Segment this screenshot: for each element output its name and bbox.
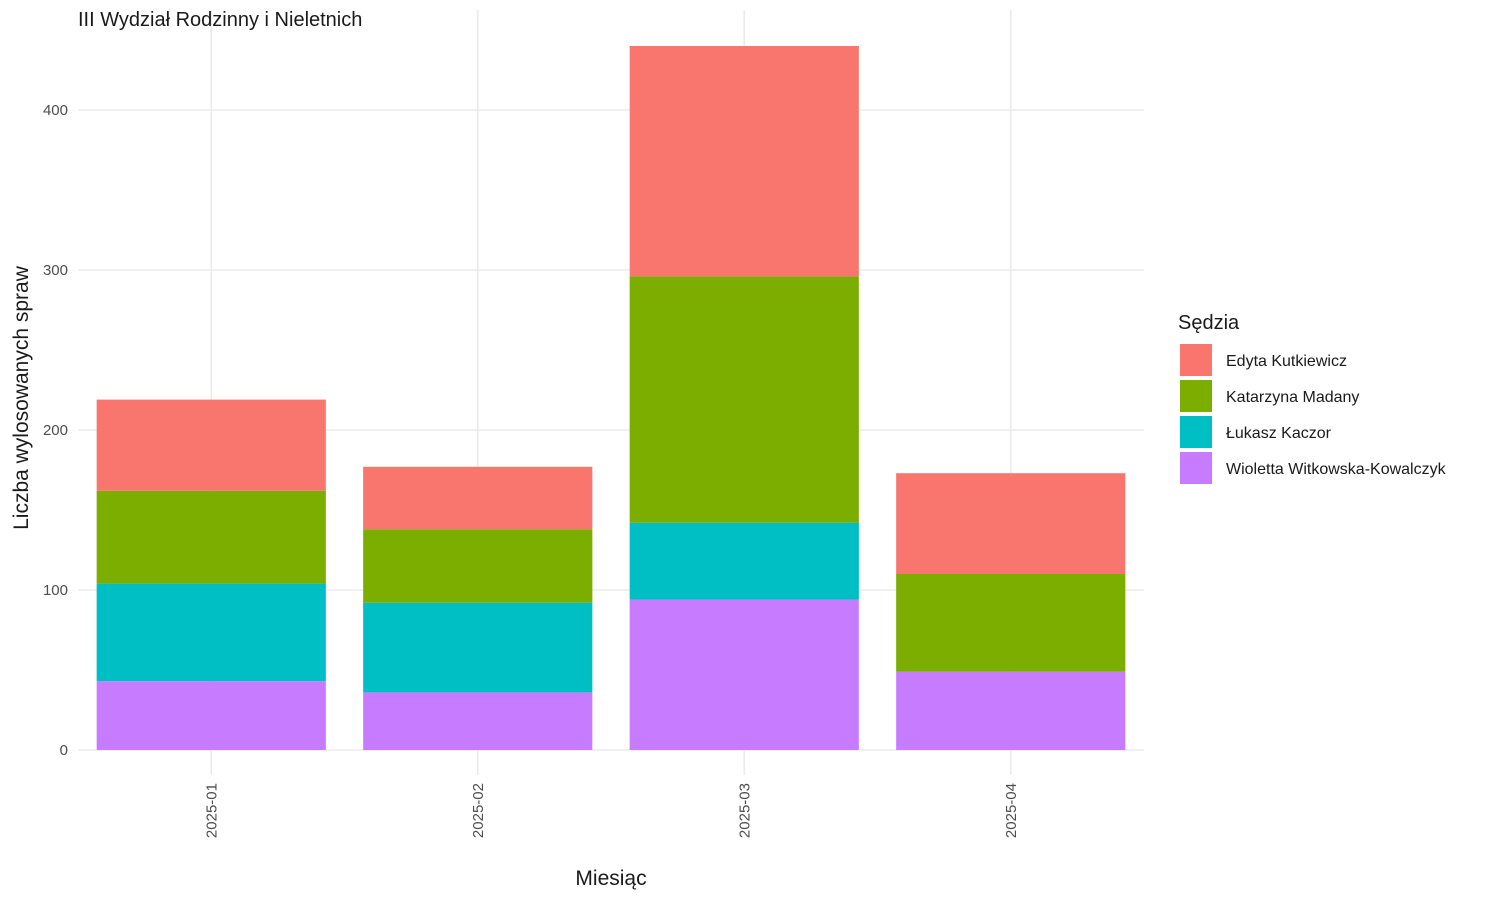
legend-key xyxy=(1180,380,1212,412)
y-tick-label: 100 xyxy=(43,582,68,599)
chart-title: III Wydział Rodzinny i Nieletnich xyxy=(78,9,362,31)
bar-segment xyxy=(896,574,1126,672)
legend-key xyxy=(1180,344,1212,376)
x-tick-labels: 2025-01 2025-02 2025-03 2025-04 xyxy=(203,783,1020,838)
legend-label: Łukasz Kaczor xyxy=(1226,425,1332,442)
bar-segment xyxy=(896,473,1126,574)
bar-segment xyxy=(896,671,1126,750)
x-tick-label: 2025-02 xyxy=(470,783,487,838)
bar-segment xyxy=(363,692,593,750)
legend-label: Wioletta Witkowska-Kowalczyk xyxy=(1226,461,1447,478)
legend-key xyxy=(1180,452,1212,484)
x-tick-label: 2025-01 xyxy=(203,783,220,838)
bar-segment xyxy=(629,599,859,750)
legend-label: Edyta Kutkiewicz xyxy=(1226,353,1347,370)
y-tick-labels: 0 100 200 300 400 xyxy=(43,102,68,759)
legend-title: Sędzia xyxy=(1178,312,1240,334)
bar-segment xyxy=(363,602,593,693)
bar-segment xyxy=(96,399,326,491)
y-tick-label: 0 xyxy=(60,742,68,759)
bar-segment xyxy=(363,529,593,603)
legend-label: Katarzyna Madany xyxy=(1226,389,1359,406)
bar-segment xyxy=(96,681,326,750)
y-tick-label: 400 xyxy=(43,102,68,119)
x-axis-title: Miesiąc xyxy=(575,867,646,890)
legend-key xyxy=(1180,416,1212,448)
y-tick-label: 300 xyxy=(43,262,68,279)
legend: Sędzia Edyta Kutkiewicz Katarzyna Madany Ł… xyxy=(1178,312,1447,484)
bar-segment xyxy=(629,276,859,523)
bars xyxy=(96,46,1126,750)
x-tick-label: 2025-04 xyxy=(1003,783,1020,838)
legend-items: Edyta Kutkiewicz Katarzyna Madany Łukasz K… xyxy=(1180,344,1447,484)
y-axis-title: Liczba wylosowanych spraw xyxy=(10,265,33,530)
bar-segment xyxy=(629,522,859,600)
bar-segment xyxy=(629,46,859,277)
y-tick-label: 200 xyxy=(43,422,68,439)
x-tick-label: 2025-03 xyxy=(736,783,753,838)
bar-segment xyxy=(96,583,326,682)
bar-segment xyxy=(363,466,593,530)
bar-segment xyxy=(96,490,326,584)
